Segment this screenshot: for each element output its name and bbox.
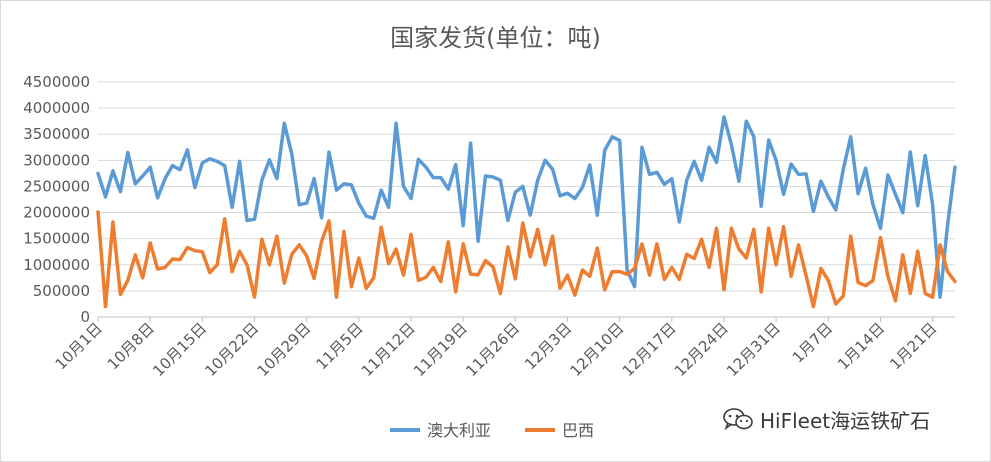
y-tick-label: 1500000 <box>23 230 90 248</box>
legend-label: 巴西 <box>562 421 594 440</box>
watermark-text: HiFleet海运铁矿石 <box>760 408 931 433</box>
x-tick-label: 1月7日 <box>789 319 836 366</box>
x-tick-label: 11月5日 <box>312 319 366 373</box>
x-tick-label: 12月31日 <box>723 319 784 380</box>
series-line-1 <box>96 115 957 299</box>
y-tick-label: 3000000 <box>23 151 90 169</box>
wechat-icon <box>723 408 753 431</box>
x-tick-label: 12月3日 <box>521 319 575 373</box>
y-tick-label: 0 <box>80 308 90 326</box>
x-tick-label: 12月17日 <box>619 319 680 380</box>
x-tick-label: 1月21日 <box>886 319 940 373</box>
x-tick-label: 12月10日 <box>567 319 628 380</box>
y-tick-label: 2000000 <box>23 204 90 222</box>
watermark: HiFleet海运铁矿石 <box>722 404 930 434</box>
y-tick-label: 2500000 <box>23 177 90 195</box>
x-tick-label: 12月24日 <box>671 319 732 380</box>
x-tick-label: 10月29日 <box>254 319 315 380</box>
series-line-2 <box>96 210 957 309</box>
y-tick-label: 500000 <box>33 282 90 300</box>
x-tick-label: 11月26日 <box>462 319 523 380</box>
x-tick-label: 10月22日 <box>201 319 262 380</box>
y-tick-label: 3500000 <box>23 125 90 143</box>
x-tick-label: 10月8日 <box>104 319 158 373</box>
y-tick-label: 1000000 <box>23 256 90 274</box>
x-tick-label: 10月15日 <box>149 319 210 380</box>
y-tick-label: 4000000 <box>23 99 90 117</box>
legend-label: 澳大利亚 <box>427 421 491 440</box>
y-tick-label: 4500000 <box>23 73 90 91</box>
x-tick-label: 11月12日 <box>358 319 419 380</box>
chart-title: 国家发货(单位：吨) <box>390 24 601 52</box>
x-tick-label: 1月14日 <box>834 319 888 373</box>
x-tick-label: 11月19日 <box>410 319 471 380</box>
x-tick-label: 10月1日 <box>52 319 106 373</box>
